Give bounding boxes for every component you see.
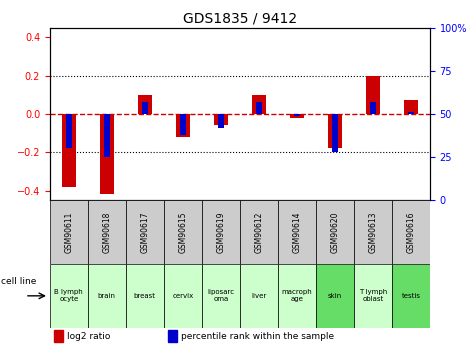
Text: GSM90612: GSM90612 xyxy=(255,211,263,253)
Bar xyxy=(168,331,177,342)
Text: GSM90611: GSM90611 xyxy=(65,211,73,253)
FancyBboxPatch shape xyxy=(278,200,316,264)
Bar xyxy=(138,95,152,114)
Text: T lymph
oblast: T lymph oblast xyxy=(359,289,387,302)
Text: macroph
age: macroph age xyxy=(282,289,312,302)
Text: GSM90619: GSM90619 xyxy=(217,211,225,253)
Bar xyxy=(370,102,376,114)
Bar xyxy=(332,114,338,152)
Text: skin: skin xyxy=(328,293,342,299)
Bar xyxy=(214,114,228,125)
Text: GSM90616: GSM90616 xyxy=(407,211,415,253)
Text: B lymph
ocyte: B lymph ocyte xyxy=(55,289,83,302)
Bar xyxy=(404,100,418,114)
FancyBboxPatch shape xyxy=(164,200,202,264)
FancyBboxPatch shape xyxy=(88,264,126,328)
Bar xyxy=(252,95,266,114)
Bar xyxy=(408,112,414,114)
Bar xyxy=(256,102,262,114)
Text: GSM90620: GSM90620 xyxy=(331,211,339,253)
Bar xyxy=(176,114,190,137)
Text: liposarc
oma: liposarc oma xyxy=(207,289,235,302)
Bar xyxy=(62,114,76,187)
FancyBboxPatch shape xyxy=(164,264,202,328)
Text: GSM90615: GSM90615 xyxy=(179,211,187,253)
Bar xyxy=(142,102,148,114)
Bar xyxy=(366,76,380,114)
Bar xyxy=(290,114,304,118)
Text: percentile rank within the sample: percentile rank within the sample xyxy=(181,332,334,341)
Text: brain: brain xyxy=(98,293,116,299)
FancyBboxPatch shape xyxy=(240,200,278,264)
Bar xyxy=(218,114,224,128)
Text: GSM90618: GSM90618 xyxy=(103,211,111,253)
Text: log2 ratio: log2 ratio xyxy=(67,332,110,341)
Bar xyxy=(180,114,186,135)
Text: breast: breast xyxy=(134,293,156,299)
Text: GSM90617: GSM90617 xyxy=(141,211,149,253)
Bar xyxy=(66,114,72,148)
Text: liver: liver xyxy=(251,293,266,299)
FancyBboxPatch shape xyxy=(354,264,392,328)
Text: testis: testis xyxy=(401,293,420,299)
Bar xyxy=(294,114,300,116)
Bar xyxy=(104,114,110,157)
FancyBboxPatch shape xyxy=(50,200,88,264)
Title: GDS1835 / 9412: GDS1835 / 9412 xyxy=(183,11,297,25)
FancyBboxPatch shape xyxy=(278,264,316,328)
Bar xyxy=(54,331,63,342)
Text: cell line: cell line xyxy=(1,277,37,286)
Text: GSM90613: GSM90613 xyxy=(369,211,377,253)
Text: cervix: cervix xyxy=(172,293,193,299)
Bar xyxy=(100,114,114,194)
FancyBboxPatch shape xyxy=(316,264,354,328)
FancyBboxPatch shape xyxy=(240,264,278,328)
FancyBboxPatch shape xyxy=(126,200,164,264)
FancyBboxPatch shape xyxy=(126,264,164,328)
FancyBboxPatch shape xyxy=(392,264,430,328)
FancyBboxPatch shape xyxy=(88,200,126,264)
FancyBboxPatch shape xyxy=(316,200,354,264)
FancyBboxPatch shape xyxy=(202,264,240,328)
FancyBboxPatch shape xyxy=(50,264,88,328)
FancyBboxPatch shape xyxy=(202,200,240,264)
Text: GSM90614: GSM90614 xyxy=(293,211,301,253)
Bar xyxy=(328,114,342,148)
FancyBboxPatch shape xyxy=(392,200,430,264)
FancyBboxPatch shape xyxy=(354,200,392,264)
